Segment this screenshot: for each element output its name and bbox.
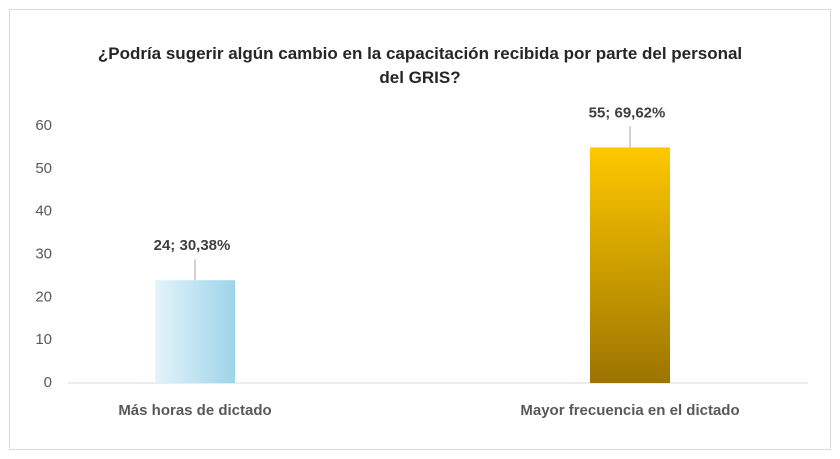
y-tick-label: 0 bbox=[44, 374, 52, 391]
y-tick-label: 10 bbox=[35, 331, 52, 348]
x-tick-label: Mayor frecuencia en el dictado bbox=[520, 402, 740, 419]
x-tick-label: Más horas de dictado bbox=[118, 402, 272, 419]
bar bbox=[155, 280, 235, 383]
bar bbox=[590, 147, 670, 383]
x-tick-box: Más horas de dictado bbox=[118, 402, 272, 419]
chart-title: ¿Podría sugerir algún cambio en la capac… bbox=[97, 44, 743, 87]
value-label: 24; 30,38% bbox=[154, 237, 231, 254]
y-tick-label: 40 bbox=[35, 203, 52, 220]
chart-border bbox=[9, 9, 831, 450]
title-box: ¿Podría sugerir algún cambio en la capac… bbox=[97, 44, 743, 87]
x-tick-box: Mayor frecuencia en el dictado bbox=[520, 402, 740, 419]
value-label: 55; 69,62% bbox=[589, 104, 666, 121]
y-tick-label: 20 bbox=[35, 288, 52, 305]
y-tick-label: 50 bbox=[35, 160, 52, 177]
y-tick-label: 60 bbox=[35, 117, 52, 134]
y-tick-label: 30 bbox=[35, 245, 52, 262]
